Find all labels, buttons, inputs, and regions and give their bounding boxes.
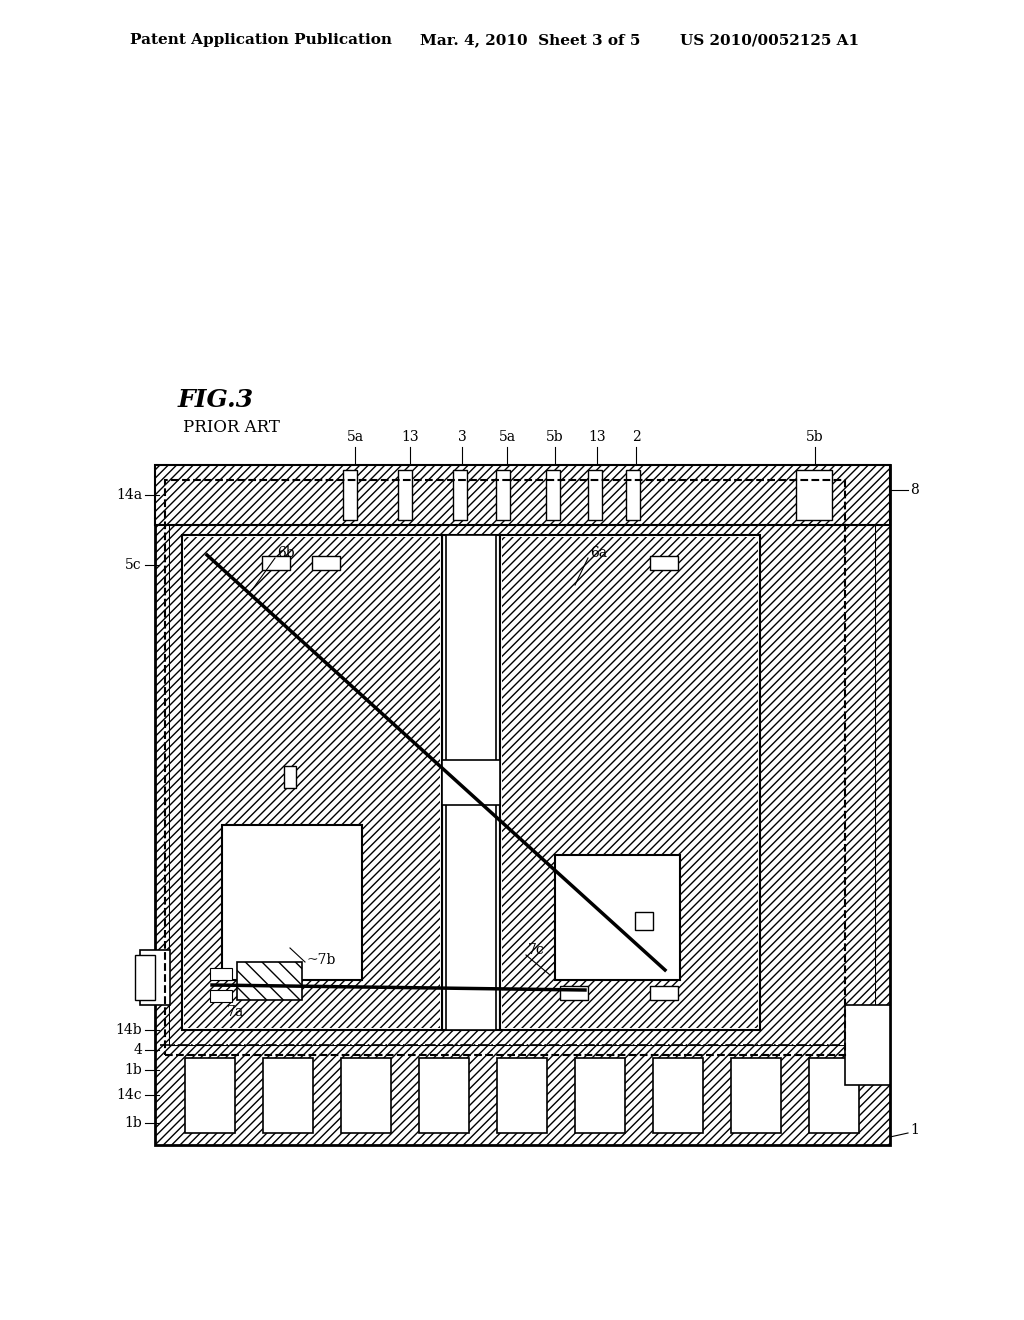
Bar <box>185 1059 234 1133</box>
Bar <box>419 1059 469 1133</box>
Text: PRIOR ART: PRIOR ART <box>183 418 280 436</box>
Bar <box>446 535 496 1030</box>
Bar <box>343 470 357 520</box>
Text: 6b: 6b <box>278 546 295 560</box>
Bar <box>653 1059 703 1133</box>
Bar <box>284 766 296 788</box>
Text: 14b: 14b <box>116 1023 142 1038</box>
Text: 7a: 7a <box>227 1005 245 1019</box>
Text: 6a: 6a <box>590 546 607 560</box>
Text: 14c: 14c <box>117 1088 142 1102</box>
Text: ~7b: ~7b <box>307 953 336 968</box>
Bar <box>210 990 232 1002</box>
Bar <box>398 470 412 520</box>
Text: 4: 4 <box>133 1043 142 1057</box>
Text: 2: 2 <box>632 430 640 444</box>
Bar <box>731 1059 781 1133</box>
Bar <box>555 855 680 979</box>
Bar <box>237 962 302 1001</box>
Text: 5a: 5a <box>346 430 364 444</box>
Text: 5b: 5b <box>806 430 824 444</box>
Text: 1b: 1b <box>124 1115 142 1130</box>
Text: FIG.3: FIG.3 <box>178 388 254 412</box>
Bar <box>263 1059 313 1133</box>
Text: 7c: 7c <box>528 942 545 957</box>
Bar <box>453 470 467 520</box>
Bar <box>546 470 560 520</box>
Bar <box>496 470 510 520</box>
Bar <box>155 465 890 1144</box>
Bar <box>155 465 890 525</box>
Text: 1: 1 <box>910 1123 919 1137</box>
Bar <box>650 986 678 1001</box>
Bar <box>502 537 758 1028</box>
Text: 8: 8 <box>910 483 919 498</box>
Bar <box>210 968 232 979</box>
Bar <box>500 535 760 1030</box>
Bar <box>262 556 290 570</box>
Text: 1b: 1b <box>124 1063 142 1077</box>
Text: 5c: 5c <box>125 558 142 572</box>
Text: 13: 13 <box>588 430 606 444</box>
Bar <box>635 912 653 931</box>
Bar <box>575 1059 625 1133</box>
Text: 5b: 5b <box>546 430 564 444</box>
Text: US 2010/0052125 A1: US 2010/0052125 A1 <box>680 33 859 48</box>
Bar <box>845 1005 890 1085</box>
Bar <box>170 525 874 1045</box>
Bar <box>560 986 588 1001</box>
Bar <box>165 480 845 1055</box>
Bar <box>497 1059 547 1133</box>
Bar <box>341 1059 391 1133</box>
Bar <box>170 525 874 1045</box>
Text: 13: 13 <box>401 430 419 444</box>
Bar <box>184 537 440 1028</box>
Bar <box>312 556 340 570</box>
Text: Mar. 4, 2010  Sheet 3 of 5: Mar. 4, 2010 Sheet 3 of 5 <box>420 33 640 48</box>
Bar <box>222 825 362 979</box>
Text: 5a: 5a <box>499 430 515 444</box>
Bar <box>442 760 500 805</box>
Bar <box>650 556 678 570</box>
Text: 14a: 14a <box>116 488 142 502</box>
Text: 3: 3 <box>458 430 466 444</box>
Bar <box>442 535 500 1030</box>
Bar <box>588 470 602 520</box>
Bar <box>135 954 155 1001</box>
Bar <box>140 950 170 1005</box>
Bar <box>796 470 831 520</box>
Bar <box>626 470 640 520</box>
Bar <box>809 1059 859 1133</box>
Text: Patent Application Publication: Patent Application Publication <box>130 33 392 48</box>
Bar <box>182 535 442 1030</box>
